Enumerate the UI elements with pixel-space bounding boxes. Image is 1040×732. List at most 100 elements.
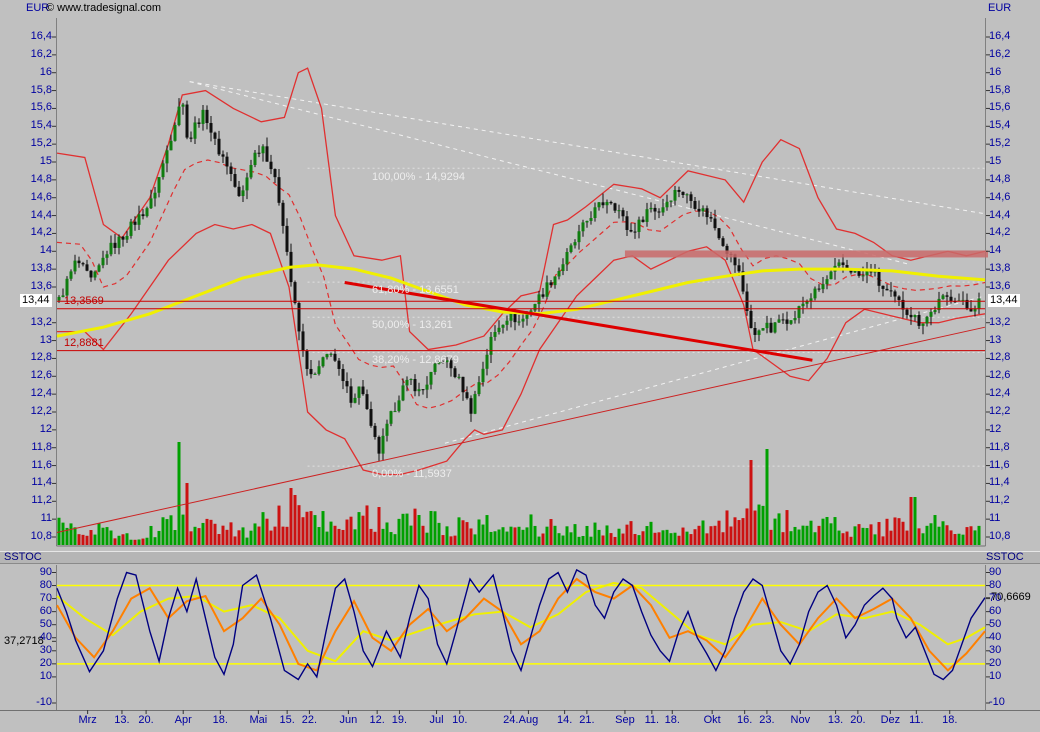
x-axis-label: 18. <box>212 714 228 726</box>
x-axis-label: Jul <box>429 714 444 726</box>
price-tick-left: 11 <box>40 512 52 525</box>
price-tick-left: 14,4 <box>30 208 52 221</box>
x-axis-label: Jun <box>339 714 358 726</box>
x-axis-label: 18. <box>942 714 958 726</box>
x-axis-label: 20. <box>850 714 866 726</box>
x-axis-label: 19. <box>391 714 408 726</box>
price-tick-left: 13,8 <box>30 262 52 275</box>
x-axis-label: 24. <box>503 714 519 726</box>
sstoc-tick-right: 20 <box>989 656 1002 669</box>
fib-label-50: 50,00% - 13,261 <box>372 319 453 331</box>
price-tick-left: 13,2 <box>30 315 52 328</box>
x-axis-label: 10. <box>452 714 468 726</box>
fib-label-38-2: 38,20% - 12,8679 <box>372 354 459 366</box>
sstoc-tick-left: 20 <box>39 656 52 669</box>
price-tick-left: 14 <box>39 244 52 257</box>
price-tick-left: 13 <box>39 333 52 346</box>
price-tick-right: 11,8 <box>989 440 1010 453</box>
price-tick-left: 16,2 <box>30 47 52 60</box>
sstoc-tick-right: 30 <box>989 643 1002 656</box>
sstoc-tick-left: 80 <box>39 578 52 591</box>
current-price-left: 13,44 <box>20 294 52 307</box>
current-price-right: 13,44 <box>988 294 1020 307</box>
sstoc-tick-right: 10 <box>989 669 1002 682</box>
price-tick-right: 14 <box>989 244 1002 257</box>
currency-label-left: EUR <box>26 2 50 14</box>
price-tick-right: 14,4 <box>989 208 1011 221</box>
x-axis-label: 13. <box>827 714 844 726</box>
x-axis-label: 22. <box>301 714 318 726</box>
price-tick-left: 15,6 <box>30 101 52 114</box>
price-tick-left: 14,2 <box>30 226 52 239</box>
price-tick-right: 15,2 <box>989 137 1011 150</box>
price-tick-right: 13,6 <box>989 280 1011 292</box>
currency-label-right: EUR <box>988 2 1012 14</box>
price-tick-right: 13 <box>989 333 1002 346</box>
x-axis-label: Dez <box>880 714 901 726</box>
price-tick-right: 10,8 <box>989 530 1011 542</box>
x-axis-label: 23. <box>759 714 775 726</box>
price-tick-left: 12,2 <box>30 405 52 417</box>
x-axis-label: 14. <box>556 714 573 726</box>
price-tick-left: 14,8 <box>30 172 52 185</box>
x-axis-label: 18. <box>664 714 680 726</box>
price-tick-right: 12,2 <box>989 405 1011 417</box>
price-tick-right: 12 <box>989 422 1002 435</box>
sstoc-tick-right: 90 <box>989 565 1002 578</box>
copyright: © www.tradesignal.com <box>46 2 162 14</box>
price-tick-left: 12,6 <box>30 369 52 382</box>
x-axis-label: 15. <box>279 714 295 726</box>
price-tick-right: 11,4 <box>989 476 1010 489</box>
x-axis-label: Aug <box>518 714 539 726</box>
x-axis-label: Sep <box>615 714 635 726</box>
price-tick-left: 14,6 <box>30 190 52 203</box>
sstoc-tick-right: 60 <box>989 604 1002 617</box>
sstoc-left-value: 37,2718 <box>4 635 44 647</box>
price-tick-right: 12,8 <box>989 351 1011 364</box>
x-axis-label: Apr <box>174 714 192 726</box>
price-tick-left: 13,6 <box>30 280 52 292</box>
sstoc-tick-left: 40 <box>39 630 52 643</box>
price-tick-right: 12,6 <box>989 369 1011 382</box>
x-axis-label: 13. <box>114 714 130 726</box>
fib-label-100: 100,00% - 14,9294 <box>372 171 465 183</box>
sstoc-tick-left: -10 <box>36 696 52 708</box>
sstoc-tick-left: 60 <box>39 604 52 617</box>
price-tick-right: 16 <box>989 65 1002 78</box>
sstoc-tick-right: 50 <box>989 617 1002 630</box>
price-tick-left: 15,8 <box>30 83 52 96</box>
price-tick-right: 15,4 <box>989 119 1011 132</box>
price-tick-left: 10,8 <box>30 530 52 542</box>
x-axis-label: Okt <box>703 714 721 726</box>
x-axis-label: 11. <box>644 714 660 726</box>
x-axis-label: Nov <box>790 714 811 726</box>
price-tick-left: 11,6 <box>31 458 52 471</box>
price-tick-right: 14,2 <box>989 226 1011 239</box>
x-axis-label: 20. <box>138 714 154 726</box>
sstoc-tick-left: 70 <box>39 591 52 604</box>
sstoc-tick-right: 70 <box>989 591 1002 604</box>
price-tick-left: 16 <box>39 65 52 78</box>
level-label-12-8881: 12,8881 <box>64 337 104 349</box>
x-axis-label: Mrz <box>78 714 97 726</box>
price-tick-left: 15,4 <box>30 119 52 132</box>
price-tick-right: 16,4 <box>989 30 1011 42</box>
price-tick-left: 11,2 <box>31 494 52 507</box>
sstoc-tick-right: -10 <box>989 696 1005 708</box>
sstoc-tick-right: 40 <box>989 630 1002 643</box>
price-tick-left: 12,4 <box>30 387 52 400</box>
price-tick-right: 11,6 <box>989 458 1010 471</box>
price-tick-left: 12,8 <box>30 351 52 364</box>
sstoc-title-left: SSTOC <box>4 551 42 563</box>
price-tick-left: 15,2 <box>30 137 52 150</box>
price-tick-right: 15,6 <box>989 101 1011 114</box>
price-tick-right: 14,6 <box>989 190 1011 203</box>
price-tick-right: 16,2 <box>989 47 1011 60</box>
price-tick-left: 15 <box>39 155 52 167</box>
price-tick-right: 11,2 <box>989 494 1010 507</box>
price-tick-right: 15,8 <box>989 83 1011 96</box>
price-tick-right: 11 <box>989 512 1001 525</box>
price-tick-right: 13,2 <box>989 315 1011 328</box>
x-axis-label: 21. <box>579 714 595 726</box>
